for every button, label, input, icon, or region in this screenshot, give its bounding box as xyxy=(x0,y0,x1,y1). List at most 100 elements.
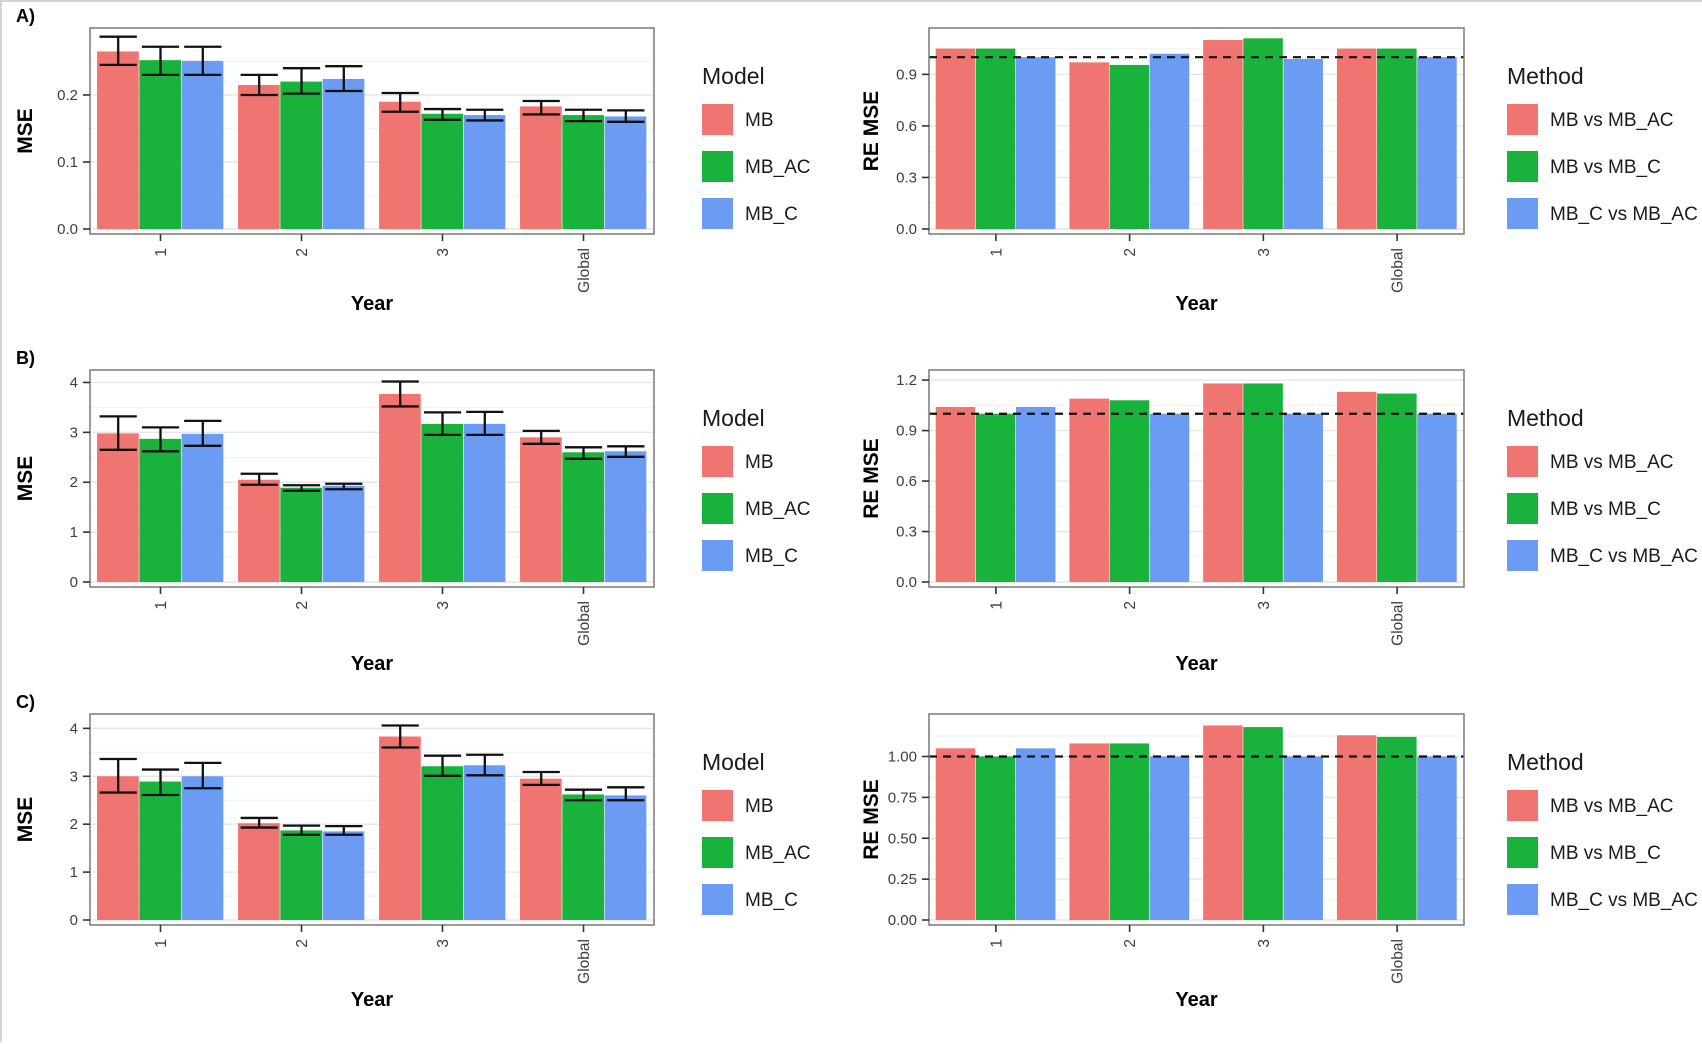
legend-label: MB vs MB_AC xyxy=(1550,452,1674,473)
x-tick-label: Global xyxy=(1390,601,1407,646)
bar-3-MB vs MB_C xyxy=(1243,727,1283,920)
bar-3-MB xyxy=(379,736,421,920)
legend-swatch-blue xyxy=(702,198,733,229)
legend-swatch-blue xyxy=(1507,198,1538,229)
bar-Global-MB_C vs MB_AC xyxy=(1417,57,1457,230)
legend-swatch-green xyxy=(702,151,733,182)
bar-Global-MB xyxy=(520,106,562,229)
error-bar xyxy=(141,768,180,797)
y-axis-title: MSE xyxy=(14,797,37,843)
bar-3-MB vs MB_AC xyxy=(1203,40,1243,230)
y-tick-label: 3 xyxy=(70,768,78,785)
x-axis-title: Year xyxy=(351,653,393,675)
x-tick-label: Global xyxy=(576,248,593,293)
y-tick-label: 0.0 xyxy=(896,221,917,238)
x-axis-title: Year xyxy=(351,293,393,315)
bar-3-MB vs MB_C xyxy=(1243,38,1283,229)
y-tick-label: 0.3 xyxy=(896,169,917,186)
legend-swatch-blue xyxy=(1507,884,1538,915)
legend-label: MB vs MB_AC xyxy=(1550,110,1674,131)
error-bar xyxy=(99,757,137,794)
chart-svg-4: 0 1 2 3 4 1 2 3 Global MSE Year C) Model MB MB_AC MB_C xyxy=(14,692,810,1011)
plot-frame xyxy=(89,713,655,926)
legend-title: Method xyxy=(1507,63,1584,89)
chart-svg-1: 0.0 0.3 0.6 0.9 1 2 3 Global RE MSE Year Method MB … xyxy=(862,27,1698,315)
y-tick-label: 0.00 xyxy=(888,912,917,929)
bar-2-MB_AC xyxy=(280,487,323,582)
legend-label: MB vs MB_AC xyxy=(1550,796,1674,817)
bar-3-MB xyxy=(379,393,421,582)
bar-1-MB_C xyxy=(181,433,224,582)
bar-Global-MB xyxy=(520,778,562,920)
bar-2-MB vs MB_C xyxy=(1109,400,1150,582)
chart-svg-2: 0 1 2 3 4 1 2 3 Global MSE Year B) Model MB MB_AC MB_C xyxy=(14,348,810,675)
error-bar xyxy=(282,824,321,836)
x-tick-label: 3 xyxy=(1256,248,1273,257)
chart-svg-3: 0.0 0.3 0.6 0.9 1.2 1 2 3 Global RE MSE Year Method… xyxy=(862,369,1698,675)
bar-1-MB vs MB_AC xyxy=(935,748,976,920)
panel-B-remse-chart: 0.0 0.3 0.6 0.9 1.2 1 2 3 Global RE MSE Year Method… xyxy=(862,320,1702,688)
legend-swatch-green xyxy=(1507,837,1538,868)
legend-swatch-green xyxy=(702,837,733,868)
bar-Global-MB_C xyxy=(604,451,647,582)
error-bar xyxy=(607,786,645,802)
bar-2-MB_AC xyxy=(280,81,323,229)
legend-label: MB xyxy=(745,110,774,131)
bar-2-MB xyxy=(238,823,280,920)
bar-3-MB_AC xyxy=(421,766,464,920)
x-tick-label: 1 xyxy=(153,601,170,610)
legend-swatch-green xyxy=(1507,151,1538,182)
legend-swatch-red xyxy=(702,790,733,821)
legend-swatch-green xyxy=(1507,493,1538,524)
panel-C-remse-chart: 0.00 0.25 0.50 0.75 1.00 1 2 3 Global RE MSE Year M… xyxy=(862,688,1702,1044)
x-tick-label: 2 xyxy=(294,939,311,948)
error-bar xyxy=(423,411,462,436)
panel-letter: B) xyxy=(16,348,35,368)
error-bar xyxy=(423,107,462,121)
bar-Global-MB vs MB_C xyxy=(1377,393,1417,582)
y-tick-label: 0.1 xyxy=(57,154,78,171)
bar-2-MB_C vs MB_AC xyxy=(1149,756,1190,920)
bar-2-MB vs MB_AC xyxy=(1069,398,1109,582)
x-tick-label: 3 xyxy=(435,248,452,257)
legend-title: Method xyxy=(1507,749,1584,775)
legend-swatch-red xyxy=(1507,446,1538,477)
y-tick-label: 1 xyxy=(70,864,78,881)
legend-swatch-blue xyxy=(1507,540,1538,571)
error-bar xyxy=(522,770,560,787)
x-tick-label: 1 xyxy=(988,939,1005,948)
x-tick-label: 3 xyxy=(435,601,452,610)
panel-A-remse-chart: 0.0 0.3 0.6 0.9 1 2 3 Global RE MSE Year Method MB … xyxy=(862,2,1702,320)
bar-3-MB vs MB_C xyxy=(1243,383,1283,582)
x-axis-title: Year xyxy=(1175,293,1217,315)
x-tick-label: 1 xyxy=(988,248,1005,257)
x-axis-title: Year xyxy=(1175,653,1217,675)
y-tick-label: 0.0 xyxy=(57,221,78,238)
y-tick-label: 0.3 xyxy=(896,524,917,541)
bar-3-MB_C xyxy=(463,423,506,582)
x-axis-title: Year xyxy=(1175,989,1217,1011)
plot-frame xyxy=(928,27,1465,235)
bar-1-MB vs MB_C xyxy=(975,756,1016,920)
x-tick-label: 1 xyxy=(153,939,170,948)
legend-title: Model xyxy=(702,749,765,775)
x-tick-label: Global xyxy=(1390,939,1407,984)
plot-frame xyxy=(928,369,1465,588)
legend-label: MB_C vs MB_AC xyxy=(1550,890,1698,911)
bar-1-MB vs MB_C xyxy=(975,48,1016,229)
error-bar xyxy=(522,429,560,445)
error-bar xyxy=(466,108,504,122)
legend-label: MB_C xyxy=(745,546,798,567)
plot-frame xyxy=(928,713,1465,926)
legend-label: MB_AC xyxy=(745,499,810,520)
y-tick-label: 2 xyxy=(70,816,78,833)
y-tick-label: 1 xyxy=(70,524,78,541)
error-bar xyxy=(466,753,504,777)
x-tick-label: 2 xyxy=(294,248,311,257)
plot-frame xyxy=(89,369,655,588)
chart-svg-0: 0.0 0.1 0.2 1 2 3 Global MSE Year A) Model MB MB_AC M… xyxy=(14,6,810,315)
error-bar xyxy=(184,761,222,790)
bar-3-MB_C vs MB_AC xyxy=(1283,58,1323,229)
error-bar xyxy=(282,484,321,492)
error-bar xyxy=(466,410,504,436)
